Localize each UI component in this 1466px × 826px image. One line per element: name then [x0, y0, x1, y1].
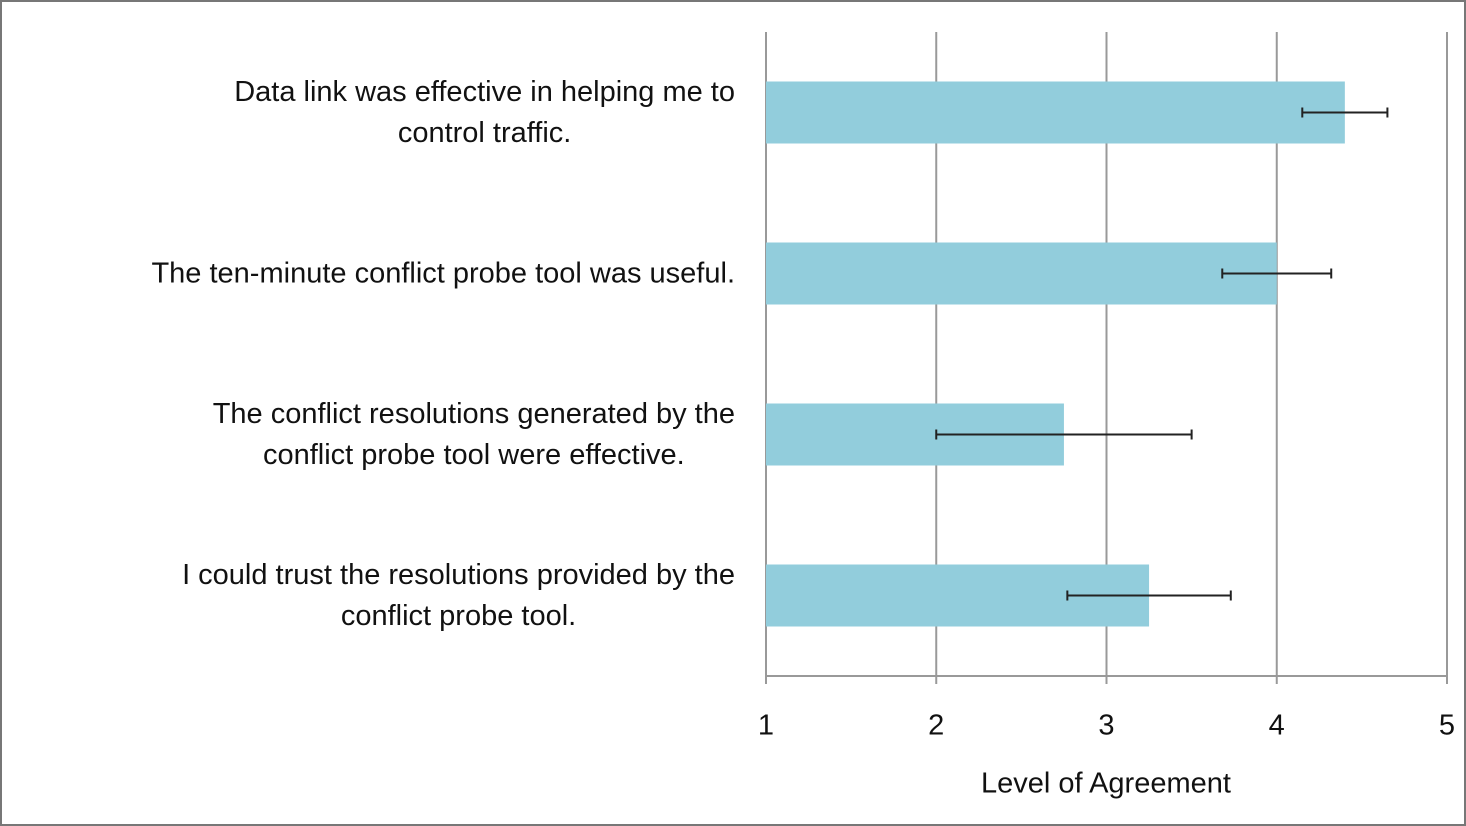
x-tick-label: 4: [1269, 710, 1285, 742]
bar: [766, 81, 1345, 144]
bar: [766, 242, 1277, 305]
x-tick-label: 5: [1439, 710, 1455, 742]
x-tick-label: 2: [928, 710, 944, 742]
y-tick-label: I could trust the resolutions provided b…: [182, 558, 735, 632]
x-axis-label: Level of Agreement: [981, 768, 1231, 800]
y-tick-label: The ten-minute conflict probe tool was u…: [151, 257, 735, 289]
y-tick-label: Data link was effective in helping me to…: [234, 75, 735, 149]
y-tick-label: The conflict resolutions generated by th…: [212, 397, 735, 471]
x-tick-label: 3: [1098, 710, 1114, 742]
x-tick-label: 1: [758, 710, 774, 742]
